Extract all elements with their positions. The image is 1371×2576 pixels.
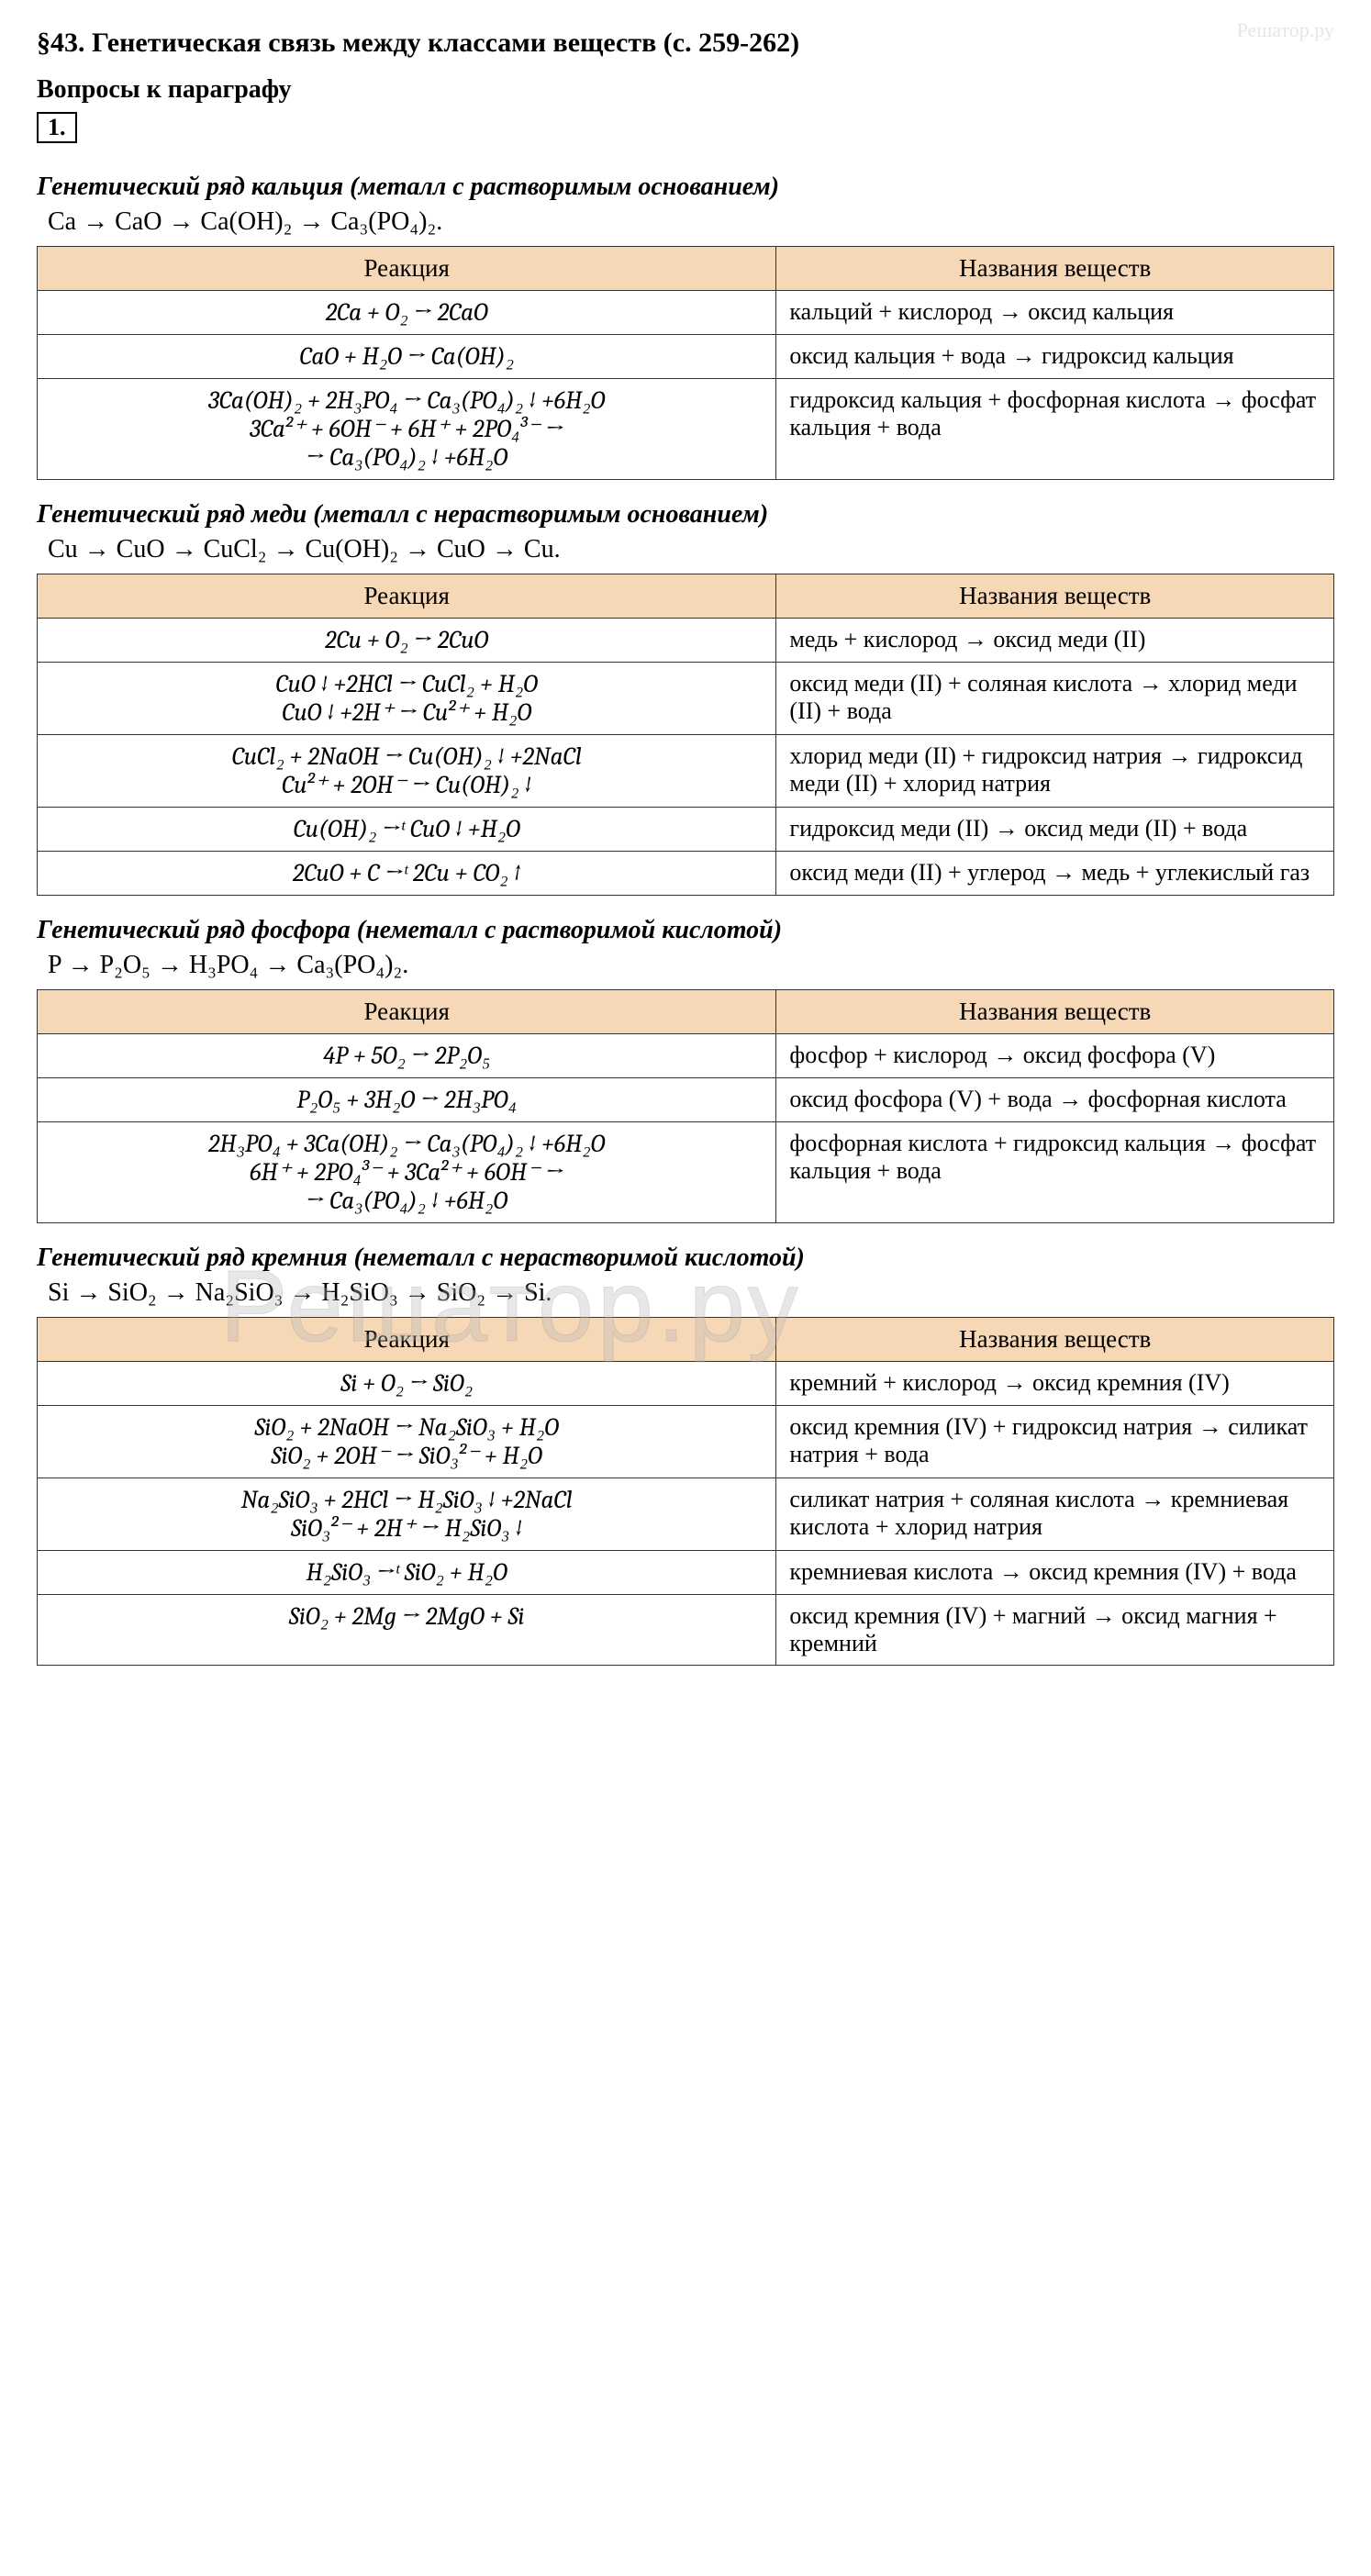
table-row: 2CuO + C →ᵗ 2Cu + CO₂ ↑оксид меди (II) +…	[38, 852, 1334, 896]
table-row: Na₂SiO₃ + 2HCl → H₂SiO₃ ↓ +2NaClSiO₃²⁻ +…	[38, 1478, 1334, 1551]
table-row: Cu(OH)₂ →ᵗ CuO ↓ +H₂Oгидроксид меди (II)…	[38, 808, 1334, 852]
col-names-header: Названия веществ	[776, 990, 1334, 1034]
names-cell: силикат натрия + соляная кислота → кремн…	[776, 1478, 1334, 1551]
col-reaction-header: Реакция	[38, 574, 776, 619]
reaction-cell: CuO ↓ +2HCl → CuCl₂ + H₂OCuO ↓ +2H⁺ → Cu…	[38, 663, 776, 735]
reaction-cell: 2CuO + C →ᵗ 2Cu + CO₂ ↑	[38, 852, 776, 896]
reaction-chain: Cu → CuO → CuCl₂ → Cu(OH)₂ → CuO → Cu.	[48, 535, 1334, 564]
table-row: 2Cu + O₂ → 2CuOмедь + кислород → оксид м…	[38, 619, 1334, 663]
reaction-cell: Cu(OH)₂ →ᵗ CuO ↓ +H₂O	[38, 808, 776, 852]
names-cell: фосфор + кислород → оксид фосфора (V)	[776, 1034, 1334, 1078]
reaction-cell: SiO₂ + 2Mg → 2MgO + Si	[38, 1595, 776, 1666]
table-row: 2Ca + O₂ → 2CaOкальций + кислород → окси…	[38, 291, 1334, 335]
reaction-table: РеакцияНазвания веществ2Cu + O₂ → 2CuOме…	[37, 574, 1334, 896]
names-cell: медь + кислород → оксид меди (II)	[776, 619, 1334, 663]
reaction-cell: 2H₃PO₄ + 3Ca(OH)₂ → Ca₃(PO₄)₂ ↓ +6H₂O6H⁺…	[38, 1122, 776, 1223]
names-cell: оксид кальция + вода → гидроксид кальция	[776, 335, 1334, 379]
names-cell: фосфорная кислота + гидроксид кальция → …	[776, 1122, 1334, 1223]
table-row: CaO + H₂O → Ca(OH)₂оксид кальция + вода …	[38, 335, 1334, 379]
page-subtitle: Вопросы к параграфу	[37, 75, 1334, 105]
series-title: Генетический ряд фосфора (неметалл с рас…	[37, 916, 1334, 945]
table-row: SiO₂ + 2NaOH → Na₂SiO₃ + H₂OSiO₂ + 2OH⁻ …	[38, 1406, 1334, 1478]
names-cell: кремниевая кислота → оксид кремния (IV) …	[776, 1551, 1334, 1595]
question-number: 1.	[37, 112, 77, 143]
col-reaction-header: Реакция	[38, 1318, 776, 1362]
page-title: §43. Генетическая связь между классами в…	[37, 28, 1334, 59]
reaction-table: РеакцияНазвания веществSi + O₂ → SiO₂кре…	[37, 1317, 1334, 1666]
reaction-cell: CaO + H₂O → Ca(OH)₂	[38, 335, 776, 379]
col-names-header: Названия веществ	[776, 574, 1334, 619]
reaction-table: РеакцияНазвания веществ4P + 5O₂ → 2P₂O₅ф…	[37, 989, 1334, 1223]
names-cell: гидроксид кальция + фосфорная кислота → …	[776, 379, 1334, 480]
table-row: 2H₃PO₄ + 3Ca(OH)₂ → Ca₃(PO₄)₂ ↓ +6H₂O6H⁺…	[38, 1122, 1334, 1223]
table-row: 3Ca(OH)₂ + 2H₃PO₄ → Ca₃(PO₄)₂ ↓ +6H₂O3Ca…	[38, 379, 1334, 480]
names-cell: оксид меди (II) + углерод → медь + углек…	[776, 852, 1334, 896]
table-row: SiO₂ + 2Mg → 2MgO + Siоксид кремния (IV)…	[38, 1595, 1334, 1666]
table-row: CuCl₂ + 2NaOH → Cu(OH)₂ ↓ +2NaClCu²⁺ + 2…	[38, 735, 1334, 808]
series-title: Генетический ряд кремния (неметалл с нер…	[37, 1243, 1334, 1273]
reaction-cell: Na₂SiO₃ + 2HCl → H₂SiO₃ ↓ +2NaClSiO₃²⁻ +…	[38, 1478, 776, 1551]
watermark-small: Решатор.ру	[1237, 18, 1334, 42]
series-title: Генетический ряд меди (металл с нераство…	[37, 500, 1334, 530]
names-cell: оксид фосфора (V) + вода → фосфорная кис…	[776, 1078, 1334, 1122]
series-title: Генетический ряд кальция (металл с раств…	[37, 173, 1334, 202]
reaction-table: РеакцияНазвания веществ2Ca + O₂ → 2CaOка…	[37, 246, 1334, 480]
table-row: CuO ↓ +2HCl → CuCl₂ + H₂OCuO ↓ +2H⁺ → Cu…	[38, 663, 1334, 735]
table-row: P₂O₅ + 3H₂O → 2H₃PO₄оксид фосфора (V) + …	[38, 1078, 1334, 1122]
names-cell: оксид меди (II) + соляная кислота → хлор…	[776, 663, 1334, 735]
reaction-cell: 2Cu + O₂ → 2CuO	[38, 619, 776, 663]
reaction-cell: 4P + 5O₂ → 2P₂O₅	[38, 1034, 776, 1078]
reaction-cell: P₂O₅ + 3H₂O → 2H₃PO₄	[38, 1078, 776, 1122]
reaction-cell: Si + O₂ → SiO₂	[38, 1362, 776, 1406]
col-reaction-header: Реакция	[38, 247, 776, 291]
reaction-chain: Ca → CaO → Ca(OH)₂ → Ca₃(PO₄)₂.	[48, 207, 1334, 237]
names-cell: хлорид меди (II) + гидроксид натрия → ги…	[776, 735, 1334, 808]
col-reaction-header: Реакция	[38, 990, 776, 1034]
col-names-header: Названия веществ	[776, 1318, 1334, 1362]
reaction-chain: P → P₂O₅ → H₃PO₄ → Ca₃(PO₄)₂.	[48, 951, 1334, 980]
reaction-chain: Si → SiO₂ → Na₂SiO₃ → H₂SiO₃ → SiO₂ → Si…	[48, 1278, 1334, 1308]
reaction-cell: 2Ca + O₂ → 2CaO	[38, 291, 776, 335]
names-cell: гидроксид меди (II) → оксид меди (II) + …	[776, 808, 1334, 852]
reaction-cell: 3Ca(OH)₂ + 2H₃PO₄ → Ca₃(PO₄)₂ ↓ +6H₂O3Ca…	[38, 379, 776, 480]
reaction-cell: CuCl₂ + 2NaOH → Cu(OH)₂ ↓ +2NaClCu²⁺ + 2…	[38, 735, 776, 808]
reaction-cell: SiO₂ + 2NaOH → Na₂SiO₃ + H₂OSiO₂ + 2OH⁻ …	[38, 1406, 776, 1478]
names-cell: оксид кремния (IV) + гидроксид натрия → …	[776, 1406, 1334, 1478]
table-row: Si + O₂ → SiO₂кремний + кислород → оксид…	[38, 1362, 1334, 1406]
names-cell: оксид кремния (IV) + магний → оксид магн…	[776, 1595, 1334, 1666]
table-row: 4P + 5O₂ → 2P₂O₅фосфор + кислород → окси…	[38, 1034, 1334, 1078]
reaction-cell: H₂SiO₃ →ᵗ SiO₂ + H₂O	[38, 1551, 776, 1595]
names-cell: кальций + кислород → оксид кальция	[776, 291, 1334, 335]
table-row: H₂SiO₃ →ᵗ SiO₂ + H₂Oкремниевая кислота →…	[38, 1551, 1334, 1595]
col-names-header: Названия веществ	[776, 247, 1334, 291]
names-cell: кремний + кислород → оксид кремния (IV)	[776, 1362, 1334, 1406]
